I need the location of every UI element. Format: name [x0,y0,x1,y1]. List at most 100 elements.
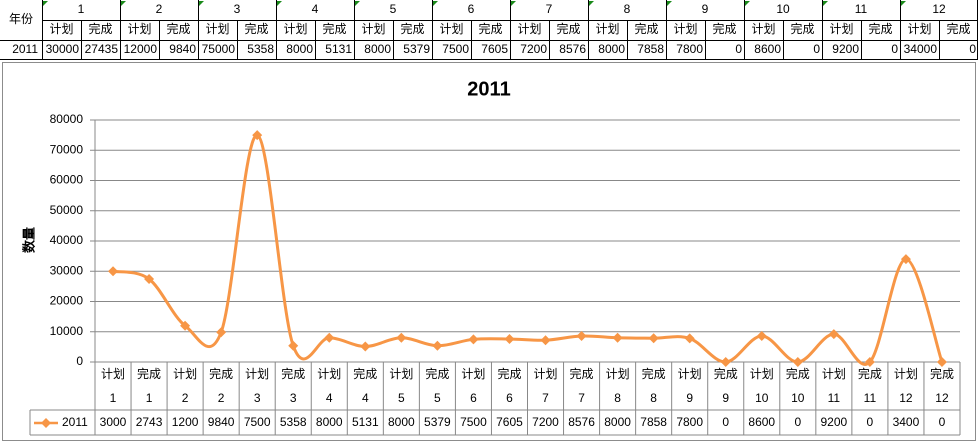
data-table-cell: 0 [794,415,801,429]
y-tick-label: 60000 [50,173,84,187]
data-point [324,332,335,343]
cell-marker [589,1,594,6]
y-tick-label: 20000 [50,294,84,308]
x-tick-label: 10 [755,391,769,405]
data-point [432,340,443,351]
data-point [504,333,515,344]
x-tick-label: 6 [470,391,477,405]
subheader-cell: 计划 [517,22,541,36]
y-tick-label: 50000 [50,203,84,217]
data-table-cell: 3000 [100,415,127,429]
data-point [828,329,839,340]
x-tick-label: 11 [864,391,877,405]
chart-frame [2,62,976,441]
data-table-cell: 5131 [352,415,379,429]
x-tick-label: 12 [899,391,913,405]
data-point [720,357,731,367]
data-cell: 8600 [754,42,781,56]
data-cell: 8576 [559,42,586,56]
x-tick-label: 计划 [894,367,918,381]
data-table-cell: 3400 [893,415,920,429]
x-tick-label: 计划 [317,367,341,381]
data-point [180,320,191,331]
data-cell: 8000 [364,42,391,56]
subheader-cell: 完成 [946,21,970,36]
data-cell: 0 [969,42,976,56]
data-point [756,330,767,341]
header-cell: 4 [312,2,319,16]
subheader-cell: 计划 [907,22,931,36]
data-cell: 9840 [169,42,196,56]
data-point [216,327,227,338]
y-tick-label: 30000 [50,263,84,277]
y-tick-label: 10000 [50,324,84,338]
x-tick-label: 9 [722,391,729,405]
data-cell: 0 [813,42,820,56]
x-tick-label: 11 [828,391,841,405]
subheader-cell: 计划 [205,22,229,36]
data-cell: 9200 [832,42,859,56]
data-point [864,357,875,367]
x-tick-label: 2 [218,391,225,405]
x-tick-label: 计划 [173,367,197,381]
subheader-cell: 完成 [712,21,736,36]
x-tick-label: 计划 [389,367,413,381]
x-tick-label: 10 [791,391,805,405]
x-tick-label: 7 [542,391,549,405]
data-table-cell: 7605 [496,415,523,429]
data-table-cell: 7200 [532,415,559,429]
data-point [900,254,911,265]
data-table-cell: 8600 [748,415,775,429]
data-point [576,331,587,342]
data-table-cell: 7500 [460,415,487,429]
y-tick-label: 70000 [50,142,84,156]
y-axis-label: 数量 [21,227,36,253]
x-tick-label: 计划 [101,367,125,381]
x-tick-label: 6 [506,391,513,405]
y-tick-label: 40000 [50,233,84,247]
data-point [288,340,299,351]
subheader-cell: 完成 [868,21,892,36]
header-cell: 2 [156,2,163,16]
cell-marker [355,1,360,6]
x-tick-label: 完成 [137,366,161,381]
data-cell: 27435 [85,42,119,56]
data-cell: 12000 [124,42,158,56]
data-table-cell: 9840 [208,415,235,429]
x-tick-label: 计划 [245,367,269,381]
data-cell: 30000 [46,42,80,56]
x-tick-label: 4 [326,391,333,405]
data-point [648,333,659,344]
x-tick-label: 3 [254,391,261,405]
header-cell: 3 [234,2,241,16]
data-table-cell: 8000 [316,415,343,429]
subheader-cell: 计划 [361,22,385,36]
y-tick-label: 80000 [50,112,84,126]
data-cell: 0 [735,42,742,56]
cell-marker [901,1,906,6]
x-tick-label: 3 [290,391,297,405]
x-tick-label: 计划 [534,367,558,381]
data-cell: 75000 [202,42,236,56]
subheader-cell: 完成 [322,21,346,36]
data-point [684,333,695,344]
data-point [936,357,947,367]
data-cell: 5131 [325,42,352,56]
data-table-cell: 8000 [604,415,631,429]
x-tick-label: 计划 [750,367,774,381]
subheader-cell: 计划 [673,22,697,36]
data-point [360,341,371,352]
data-table-cell: 0 [867,415,874,429]
x-tick-label: 完成 [281,366,305,381]
cell-marker [433,1,438,6]
data-point [252,130,263,141]
data-cell: 5379 [403,42,430,56]
subheader-cell: 计划 [49,22,73,36]
data-cell: 2011 [12,42,38,56]
header-cell: 12 [932,2,946,16]
x-tick-label: 计划 [822,367,846,381]
data-table-cell: 7858 [640,415,667,429]
header-cell: 年份 [9,12,33,26]
x-tick-label: 完成 [425,366,449,381]
